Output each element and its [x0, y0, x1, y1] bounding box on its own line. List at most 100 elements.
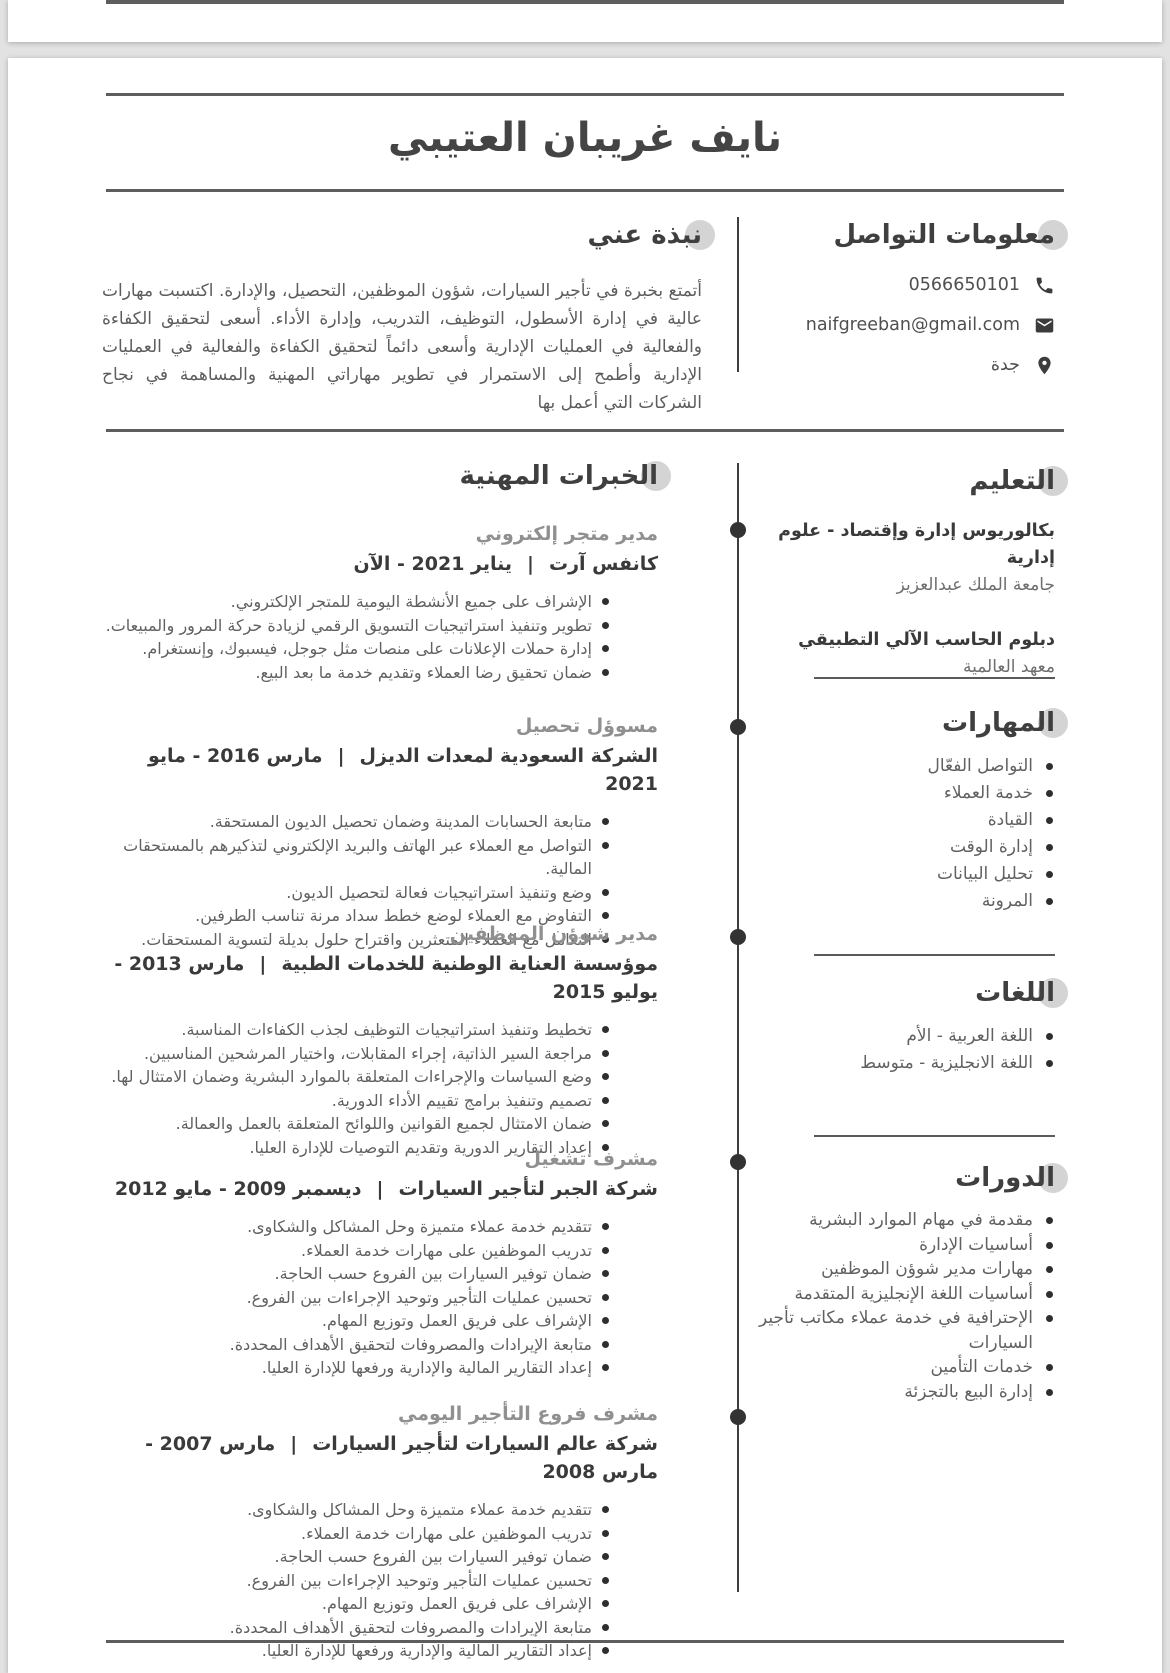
divider [106, 0, 1064, 4]
divider [106, 189, 1064, 192]
location-icon [1038, 356, 1051, 374]
job-title: مدير شوؤن الموظفين [449, 923, 658, 945]
timeline-dot [730, 1409, 746, 1425]
list-item-text: تحليل البيانات [937, 864, 1033, 884]
list-item: التفاوض مع العملاء لوضع خطط سداد مرنة تن… [96, 904, 658, 928]
timeline-dot [730, 1154, 746, 1170]
job-company-line: شركة عالم السيارات لتأجير السيارات |مارس … [96, 1430, 658, 1486]
job-bullets: تتقديم خدمة عملاء متميزة وحل المشاكل وال… [96, 1215, 658, 1380]
timeline-dot [730, 929, 746, 945]
list-item: ضمان توفير السيارات بين الفروع حسب الحاج… [96, 1262, 658, 1286]
list-item-text: المرونة [981, 891, 1033, 911]
list-item-text: الإشراف على فريق العمل وتوزيع المهام. [321, 1594, 592, 1613]
job-bullets: تتقديم خدمة عملاء متميزة وحل المشاكل وال… [96, 1498, 658, 1663]
list-item-text: اللغة الانجليزية - متوسط [860, 1053, 1033, 1073]
timeline-dot [730, 719, 746, 735]
job-company: كانفس آرت [548, 553, 658, 575]
divider [106, 429, 1064, 432]
education-section-title: التعليم [759, 463, 1068, 499]
list-item-text: أساسيات الإدارة [919, 1234, 1033, 1255]
job-separator: | [259, 953, 267, 975]
list-item-text: الإحترافية في خدمة عملاء مكاتب تأجير الس… [759, 1308, 1033, 1353]
job-company-line: الشركة السعودية لمعدات الديزل |مارس 2016 … [96, 742, 658, 798]
location-value: جدة [990, 355, 1020, 375]
list-item: الإشراف على جميع الأنشطة اليومية للمتجر … [96, 590, 658, 614]
job-title: مدير متجر إلكتروني [475, 523, 658, 545]
list-item-text: متابعة الإيرادات والمصروفات لتحقيق الأهد… [229, 1617, 592, 1637]
header-accent-circle [1038, 978, 1068, 1008]
list-item: تحليل البيانات [759, 861, 1055, 888]
list-item-text: إعداد التقارير المالية والإدارية ورفعها … [261, 1358, 592, 1377]
courses-list: مقدمة في مهام الموارد البشرية أساسيات الإ… [759, 1208, 1055, 1404]
phone-icon [1036, 277, 1053, 293]
email-value: naifgreeban@gmail.com [805, 315, 1020, 335]
job-period: ديسمبر 2009 - مايو 2012 [114, 1178, 362, 1200]
job-period: مارس 2007 - مارس 2008 [145, 1433, 658, 1483]
list-item-text: إدارة حملات الإعلانات على منصات مثل جوجل… [142, 639, 592, 658]
list-item-text: تصميم وتنفيذ برامج تقييم الأداء الدورية. [331, 1090, 592, 1110]
education-entry: دبلوم الحاسب الآلي التطبيقي معهد العالمي… [759, 627, 1055, 680]
list-item: إدارة الوقت [759, 834, 1055, 861]
list-item-text: التواصل الفعّال [927, 756, 1034, 776]
list-item: مهارات مدير شوؤن الموظفين [759, 1257, 1055, 1282]
education-section: التعليم بكالوريوس إدارة وإقتصاد - علوم إ… [759, 463, 1068, 680]
page-title: نايف غريبان العتيبي [387, 115, 783, 161]
list-item: تحسين عمليات التأجير وتوحيد الإجراءات بي… [96, 1286, 658, 1310]
job-title: مشرف تشغيل [524, 1148, 658, 1170]
list-item-text: الإشراف على جميع الأنشطة اليومية للمتجر … [230, 592, 592, 611]
contact-location-row: جدة [759, 345, 1055, 385]
list-item: التواصل مع العملاء عبر الهاتف والبريد ال… [96, 834, 658, 881]
list-item-text: تدريب الموظفين على مهارات خدمة العملاء. [301, 1523, 592, 1543]
list-item: مراجعة السير الذاتية، إجراء المقابلات، و… [96, 1042, 658, 1066]
list-item-text: ضمان توفير السيارات بين الفروع حسب الحاج… [274, 1264, 592, 1283]
about-section-title: نبذة عني [102, 217, 715, 253]
courses-section: الدورات مقدمة في مهام الموارد البشرية أسا… [759, 1160, 1068, 1404]
list-item: التعامل مع العملاء المتعثرين واقتراح حلو… [96, 928, 658, 952]
phone-value: 0566650101 [908, 275, 1020, 295]
about-section: نبذة عني أتمتع بخبرة في تأجير السيارات، … [102, 217, 715, 417]
experience-section: الخبرات المهنية مدير متجر إلكتروني كانفس… [96, 458, 671, 1660]
list-item: متابعة الحسابات المدينة وضمان تحصيل الدي… [96, 810, 658, 834]
job-separator: | [337, 745, 345, 767]
list-item-text: تخطيط وتنفيذ استراتيجيات التوظيف لجذب ال… [181, 1020, 592, 1039]
contact-section-title: معلومات التواصل [759, 217, 1068, 253]
list-item: ضمان الامتثال لجميع القوانين واللوائح ال… [96, 1112, 658, 1136]
divider [106, 93, 1064, 96]
job-entry: مدير متجر إلكتروني كانفس آرت | يناير 2021 … [96, 521, 658, 684]
divider [814, 1135, 1055, 1137]
list-item: أساسيات الإدارة [759, 1233, 1055, 1258]
job-company: موؤسسة العناية الوطنية للخدمات الطبية [281, 953, 658, 975]
header-accent-circle [685, 220, 715, 250]
list-item: وضع السياسات والإجراءات المتعلقة بالموار… [96, 1065, 658, 1089]
list-item-text: مقدمة في مهام الموارد البشرية [809, 1210, 1033, 1230]
list-item-text: متابعة الإيرادات والمصروفات لتحقيق الأهد… [229, 1334, 592, 1354]
list-item: متابعة الإيرادات والمصروفات لتحقيق الأهد… [96, 1616, 658, 1640]
list-item: تصميم وتنفيذ برامج تقييم الأداء الدورية. [96, 1089, 658, 1113]
list-item: خدمة العملاء [759, 780, 1055, 807]
list-item-text: تتقديم خدمة عملاء متميزة وحل المشاكل وال… [247, 1217, 592, 1236]
list-item: إعداد التقارير المالية والإدارية ورفعها … [96, 1639, 658, 1663]
list-item-text: القيادة [987, 810, 1033, 830]
courses-section-title: الدورات [759, 1160, 1068, 1196]
list-item: إعداد التقارير الدورية وتقديم التوصيات ل… [96, 1136, 658, 1160]
list-item-text: أساسيات اللغة الإنجليزية المتقدمة [794, 1283, 1033, 1304]
job-company-line: شركة الجبر لتأجير السيارات | ديسمبر 2009 -… [96, 1175, 658, 1203]
list-item-text: متابعة الحسابات المدينة وضمان تحصيل الدي… [209, 812, 592, 831]
list-item: اللغة العربية - الأم [759, 1023, 1055, 1050]
list-item-text: ضمان الامتثال لجميع القوانين واللوائح ال… [175, 1114, 592, 1133]
skills-section: المهارات التواصل الفعّال خدمة العملاء القي… [759, 705, 1068, 915]
list-item: إعداد التقارير المالية والإدارية ورفعها … [96, 1356, 658, 1380]
list-item-text: إعداد التقارير الدورية وتقديم التوصيات ل… [249, 1137, 592, 1157]
list-item: ضمان توفير السيارات بين الفروع حسب الحاج… [96, 1545, 658, 1569]
list-item: التواصل الفعّال [759, 753, 1055, 780]
list-item-text: وضع السياسات والإجراءات المتعلقة بالموار… [111, 1067, 592, 1086]
list-item-text: تطوير وتنفيذ استراتيجيات التسويق الرقمي … [105, 615, 592, 635]
timeline-dot [730, 522, 746, 538]
list-item-text: مراجعة السير الذاتية، إجراء المقابلات، و… [143, 1043, 592, 1063]
job-separator: | [376, 1178, 384, 1200]
job-entry: مشرف فروع التأجير اليومي شركة عالم السيا… [96, 1401, 658, 1663]
list-item-text: التواصل مع العملاء عبر الهاتف والبريد ال… [123, 835, 592, 879]
list-item: القيادة [759, 807, 1055, 834]
list-item: ضمان تحقيق رضا العملاء وتقديم خدمة ما بع… [96, 661, 658, 685]
list-item: تدريب الموظفين على مهارات خدمة العملاء. [96, 1239, 658, 1263]
